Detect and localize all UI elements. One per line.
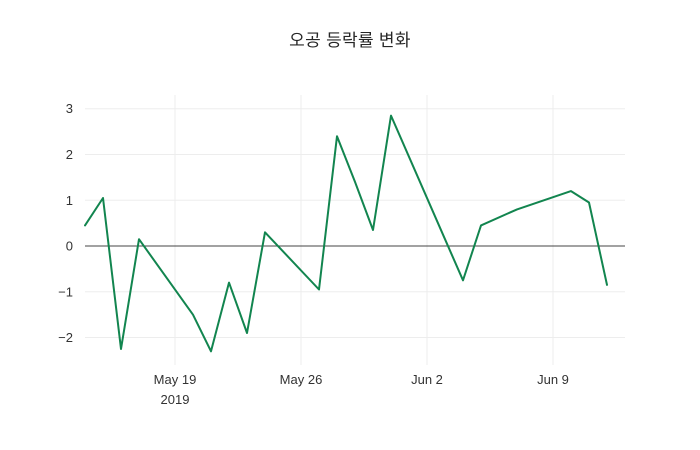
x-tick-label: Jun 2 bbox=[411, 372, 443, 387]
x-tick-label: Jun 9 bbox=[537, 372, 569, 387]
y-tick-label: 2 bbox=[66, 147, 73, 162]
chart-title: 오공 등락률 변화 bbox=[289, 31, 411, 50]
y-tick-label: −2 bbox=[58, 330, 73, 345]
y-tick-label: −1 bbox=[58, 284, 73, 299]
x-tick-label: May 19 bbox=[154, 372, 197, 387]
x-tick-year-label: 2019 bbox=[161, 392, 190, 407]
x-tick-label: May 26 bbox=[280, 372, 323, 387]
y-tick-label: 1 bbox=[66, 193, 73, 208]
y-tick-label: 0 bbox=[66, 239, 73, 254]
y-tick-label: 3 bbox=[66, 101, 73, 116]
series-line bbox=[84, 114, 608, 353]
